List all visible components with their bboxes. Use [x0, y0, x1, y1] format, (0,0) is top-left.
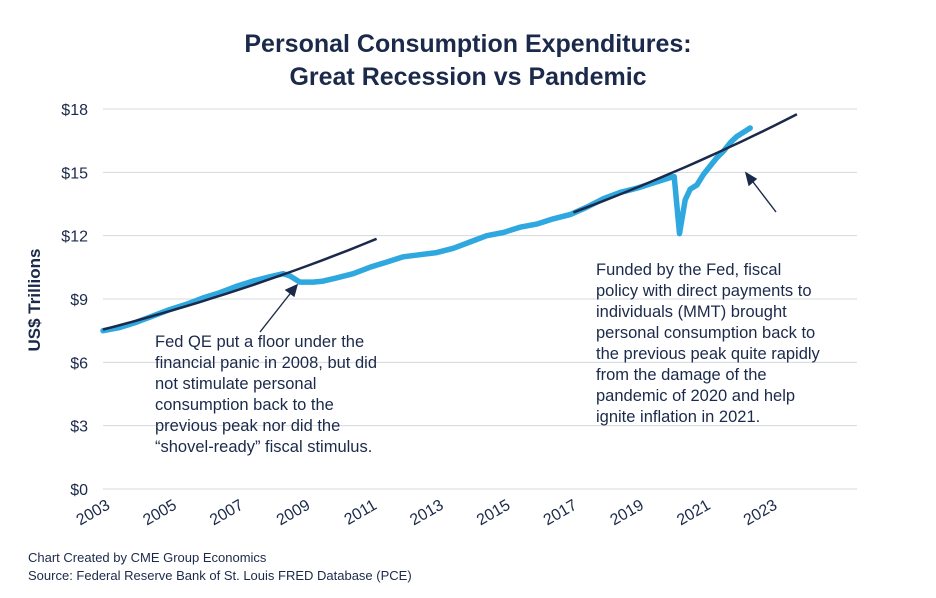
- annotation-left-line: “shovel-ready” fiscal stimulus.: [155, 438, 373, 456]
- annotation-left-line: financial panic in 2008, but did: [155, 354, 377, 372]
- annotation-right-line: personal consumption back to: [596, 324, 816, 342]
- y-tick-label: $6: [70, 355, 88, 372]
- trendline-1: [102, 237, 378, 331]
- grid: [103, 108, 857, 490]
- y-tick-label: $3: [70, 419, 88, 436]
- annotation-left-line: not stimulate personal: [155, 375, 317, 393]
- chart-title: Personal Consumption Expenditures: Great…: [0, 28, 936, 94]
- y-axis: $0 $3 $6 $9 $12 $15 $18: [61, 102, 88, 499]
- y-tick-label: $15: [61, 165, 88, 182]
- x-tick-label: 2007: [207, 497, 246, 530]
- y-tick-label: $18: [61, 102, 88, 119]
- x-tick-label: 2013: [407, 497, 446, 530]
- annotation-right-line: pandemic of 2020 and help: [596, 387, 796, 405]
- x-tick-label: 2011: [342, 497, 380, 529]
- series-group: [100, 125, 753, 334]
- annotation-right-line: policy with direct payments to: [596, 282, 812, 300]
- chart-subtitle: Great Recession vs Pandemic: [289, 63, 647, 91]
- y-tick-label: $9: [70, 292, 88, 309]
- arrow-left-head: [284, 283, 299, 298]
- x-tick-label: 2021: [674, 497, 713, 530]
- annotation-right-line: ignite inflation in 2021.: [596, 408, 761, 426]
- x-axis: 2003 2005 2007 2009 2011 2013 2015 2017 2019 2021…: [74, 497, 781, 530]
- annotation-left-line: Fed QE put a floor under the: [155, 333, 365, 351]
- trendline-2: [572, 113, 798, 214]
- y-tick-label: $12: [61, 229, 88, 246]
- x-tick-label: 2005: [140, 497, 179, 530]
- x-tick-label: 2017: [541, 497, 580, 530]
- annotation-right-line: Funded by the Fed, fiscal: [596, 261, 782, 279]
- footer-source: Source: Federal Reserve Bank of St. Loui…: [28, 568, 412, 583]
- trendlines-group: [102, 113, 798, 331]
- footer-credit: Chart Created by CME Group Economics: [28, 550, 267, 565]
- y-tick-label: $0: [70, 482, 88, 499]
- x-tick-label: 2009: [274, 497, 313, 530]
- y-axis-label: US$ Trillions: [25, 249, 44, 352]
- annotation-right-line: the previous peak quite rapidly: [596, 345, 820, 363]
- series-line-pce: [100, 125, 753, 334]
- chart-title-line1: Personal Consumption Expenditures:: [244, 30, 692, 58]
- x-tick-label: 2023: [741, 497, 780, 530]
- annotation-right-line: from the damage of the: [596, 366, 767, 384]
- arrow-right: [749, 177, 777, 213]
- arrow-right-head: [744, 171, 758, 187]
- x-tick-label: 2003: [74, 497, 113, 530]
- annotation-right-line: individuals (MMT) brought: [596, 303, 787, 321]
- annotation-left: Fed QE put a floor under the financial p…: [155, 332, 377, 458]
- annotation-left-line: previous peak nor did the: [155, 417, 341, 435]
- arrow-left: [259, 289, 294, 333]
- annotation-arrows: [259, 171, 777, 333]
- annotation-left-line: consumption back to the: [155, 396, 334, 414]
- x-tick-label: 2019: [607, 497, 646, 530]
- annotation-right: Funded by the Fed, fiscal policy with di…: [596, 260, 820, 428]
- x-tick-label: 2015: [474, 497, 513, 530]
